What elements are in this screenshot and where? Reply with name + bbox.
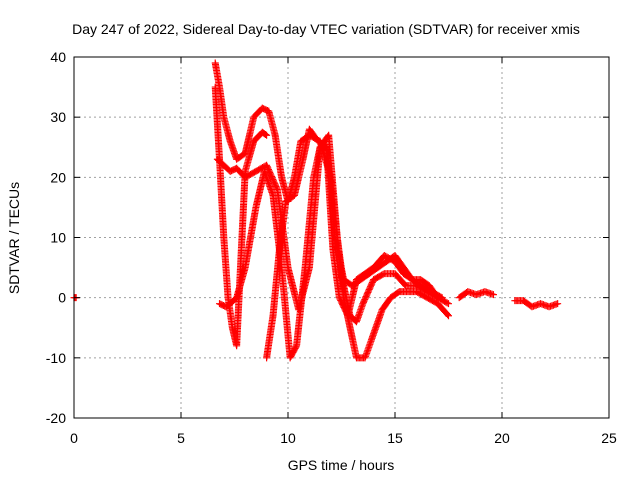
- x-tick-label: 10: [280, 430, 296, 446]
- data-points: [70, 59, 562, 362]
- data-point: [437, 293, 445, 301]
- x-tick-label: 20: [494, 430, 510, 446]
- data-point: [489, 291, 497, 299]
- grid-lines: [74, 57, 609, 418]
- series-segment-7: [511, 297, 562, 311]
- data-point: [273, 184, 281, 192]
- y-tick-label: 20: [50, 169, 66, 185]
- x-tick-label: 0: [70, 430, 78, 446]
- data-point: [263, 131, 271, 139]
- chart-title: Day 247 of 2022, Sidereal Day-to-day VTE…: [72, 21, 580, 37]
- x-tick-label: 25: [601, 430, 617, 446]
- data-point: [445, 300, 452, 308]
- data-point: [554, 300, 562, 308]
- y-axis-label: SDTVAR / TECUs: [6, 182, 22, 294]
- y-tick-label: -10: [46, 350, 66, 366]
- series-segment-6: [455, 288, 497, 302]
- x-tick-label: 5: [177, 430, 185, 446]
- data-point: [438, 294, 446, 302]
- data-point: [445, 312, 452, 320]
- y-tick-label: -20: [46, 410, 66, 426]
- series-segment-5: [263, 125, 446, 362]
- data-point: [444, 311, 452, 319]
- x-axis-label: GPS time / hours: [288, 457, 395, 473]
- data-point: [443, 299, 451, 307]
- series-segment-2: [211, 83, 271, 350]
- data-point: [262, 130, 270, 138]
- y-tick-label: 10: [50, 230, 66, 246]
- x-tick-label: 15: [387, 430, 403, 446]
- y-tick-label: 0: [58, 290, 66, 306]
- axis-ticks: 0 5 10 15 20 25 -20 -10 0 10 20 30 40: [46, 49, 617, 446]
- y-tick-label: 40: [50, 49, 66, 65]
- y-tick-label: 30: [50, 109, 66, 125]
